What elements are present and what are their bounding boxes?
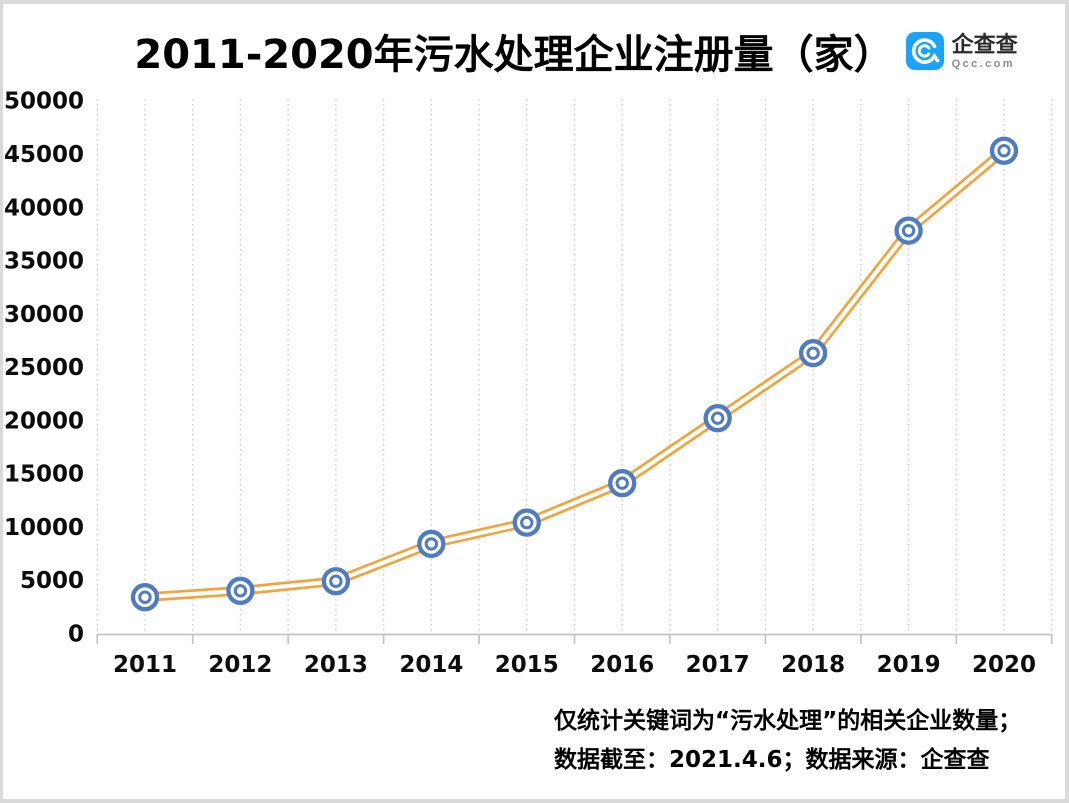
footnote: 仅统计关键词为“污水处理”的相关企业数量； 数据截至：2021.4.6；数据来源… [554,702,1021,780]
qcc-logo-icon [905,32,944,70]
y-tick-label: 45000 [4,142,84,168]
x-tick-label: 2016 [590,652,654,678]
title-row: 2011-2020年污水处理企业注册量（家） 企查查 Qcc.com [97,22,1055,80]
footnote-line-2: 数据截至：2021.4.6；数据来源：企查查 [554,747,990,773]
data-point-inner-2016 [615,476,629,490]
data-point-inner-2020 [997,144,1011,158]
data-point-inner-2015 [520,515,534,530]
data-point-inner-2017 [710,411,725,425]
data-point-inner-2011 [138,590,152,604]
y-tick-label: 20000 [4,408,84,434]
y-tick-label: 40000 [4,195,84,221]
page-title: 2011-2020年污水处理企业注册量（家） [134,32,894,78]
data-point-inner-2012 [233,584,248,598]
x-tick-label: 2015 [495,652,559,678]
x-tick-label: 2019 [877,652,941,678]
y-tick-label: 10000 [4,515,84,541]
qcc-logo: 企查查 Qcc.com [905,32,1018,70]
data-point-inner-2018 [806,346,820,360]
qcc-logo-domain: Qcc.com [951,57,1015,70]
x-tick-label: 2011 [113,652,177,678]
x-tick-label: 2018 [781,652,845,678]
qcc-logo-text: 企查查 Qcc.com [952,32,1018,69]
data-line-core [142,148,1007,600]
footnote-line-1: 仅统计关键词为“污水处理”的相关企业数量； [554,708,1022,734]
y-tick-label: 0 [68,622,84,648]
x-tick-label: 2013 [304,652,368,678]
y-tick-label: 50000 [4,89,84,115]
data-point-inner-2013 [329,574,343,588]
data-point-inner-2014 [424,537,439,551]
qcc-spiral-q-icon [911,38,940,64]
x-tick-label: 2017 [686,652,750,678]
x-tick-label: 2020 [972,652,1036,678]
y-tick-label: 5000 [20,568,84,594]
x-tick-label: 2012 [208,652,272,678]
data-point-inner-2019 [901,223,916,238]
y-tick-label: 15000 [4,462,84,488]
y-tick-label: 25000 [4,355,84,381]
x-tick-label: 2014 [399,652,463,678]
y-tick-label: 30000 [4,302,84,328]
y-tick-label: 35000 [4,249,84,275]
qcc-logo-name: 企查查 [951,32,1018,58]
